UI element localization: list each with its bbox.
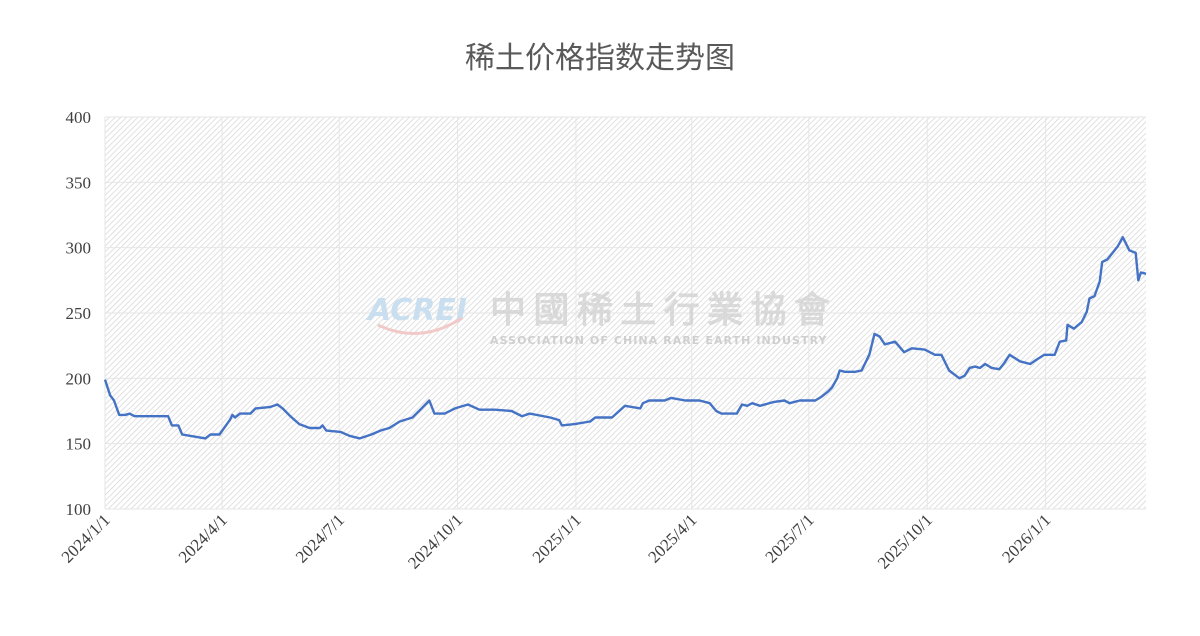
watermark-swoosh <box>377 316 463 335</box>
x-tick-label: 2026/1/1 <box>998 510 1054 566</box>
x-tick-label: 2025/10/1 <box>874 510 936 572</box>
chart-title: 稀土价格指数走势图 <box>465 41 735 76</box>
x-tick-label: 2024/10/1 <box>404 510 466 572</box>
y-tick-label: 200 <box>66 369 92 388</box>
watermark-en: ASSOCIATION OF CHINA RARE EARTH INDUSTRY <box>490 334 828 347</box>
x-tick-label: 2025/7/1 <box>762 510 818 566</box>
y-tick-label: 300 <box>66 239 92 258</box>
y-tick-label: 150 <box>66 435 92 454</box>
y-axis: 100 150 200 250 300 350 400 <box>66 108 92 519</box>
watermark-logo: ACREI <box>366 293 467 328</box>
series-line <box>103 236 1147 440</box>
y-tick-label: 350 <box>66 173 92 192</box>
y-tick-label: 400 <box>66 108 92 127</box>
y-tick-label: 100 <box>66 500 92 519</box>
y-tick-label: 250 <box>66 304 92 323</box>
x-tick-label: 2025/4/1 <box>644 510 700 566</box>
x-tick-label: 2024/7/1 <box>292 510 348 566</box>
x-tick-label: 2024/4/1 <box>175 510 231 566</box>
gridlines <box>104 116 1146 510</box>
x-tick-label: 2025/1/1 <box>529 510 585 566</box>
x-axis: 2024/1/1 2024/4/1 2024/7/1 2024/10/1 2025/1/… <box>58 510 1055 572</box>
